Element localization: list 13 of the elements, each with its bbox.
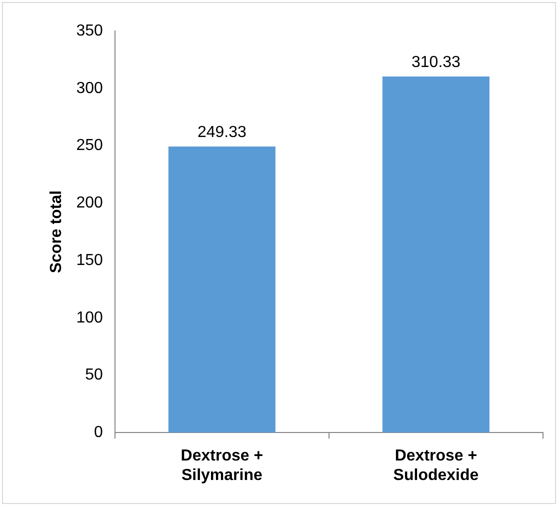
y-tick-label: 200 <box>76 194 103 212</box>
y-tick-label: 100 <box>76 309 103 326</box>
y-tick-label: 150 <box>76 252 103 269</box>
y-tick-label: 350 <box>76 22 103 40</box>
y-tick-label: 250 <box>76 137 103 154</box>
y-tick-label: 300 <box>76 80 103 97</box>
y-axis-title: Score total <box>48 190 66 274</box>
data-label: 249.33 <box>197 124 246 141</box>
y-tick-label: 50 <box>85 366 103 384</box>
x-tick-label: Dextrose + Silymarine <box>180 448 264 484</box>
x-tick-label: Dextrose + Sulodexide <box>393 448 479 484</box>
y-tick-label: 0 <box>94 424 103 442</box>
data-label: 310.33 <box>412 54 461 71</box>
